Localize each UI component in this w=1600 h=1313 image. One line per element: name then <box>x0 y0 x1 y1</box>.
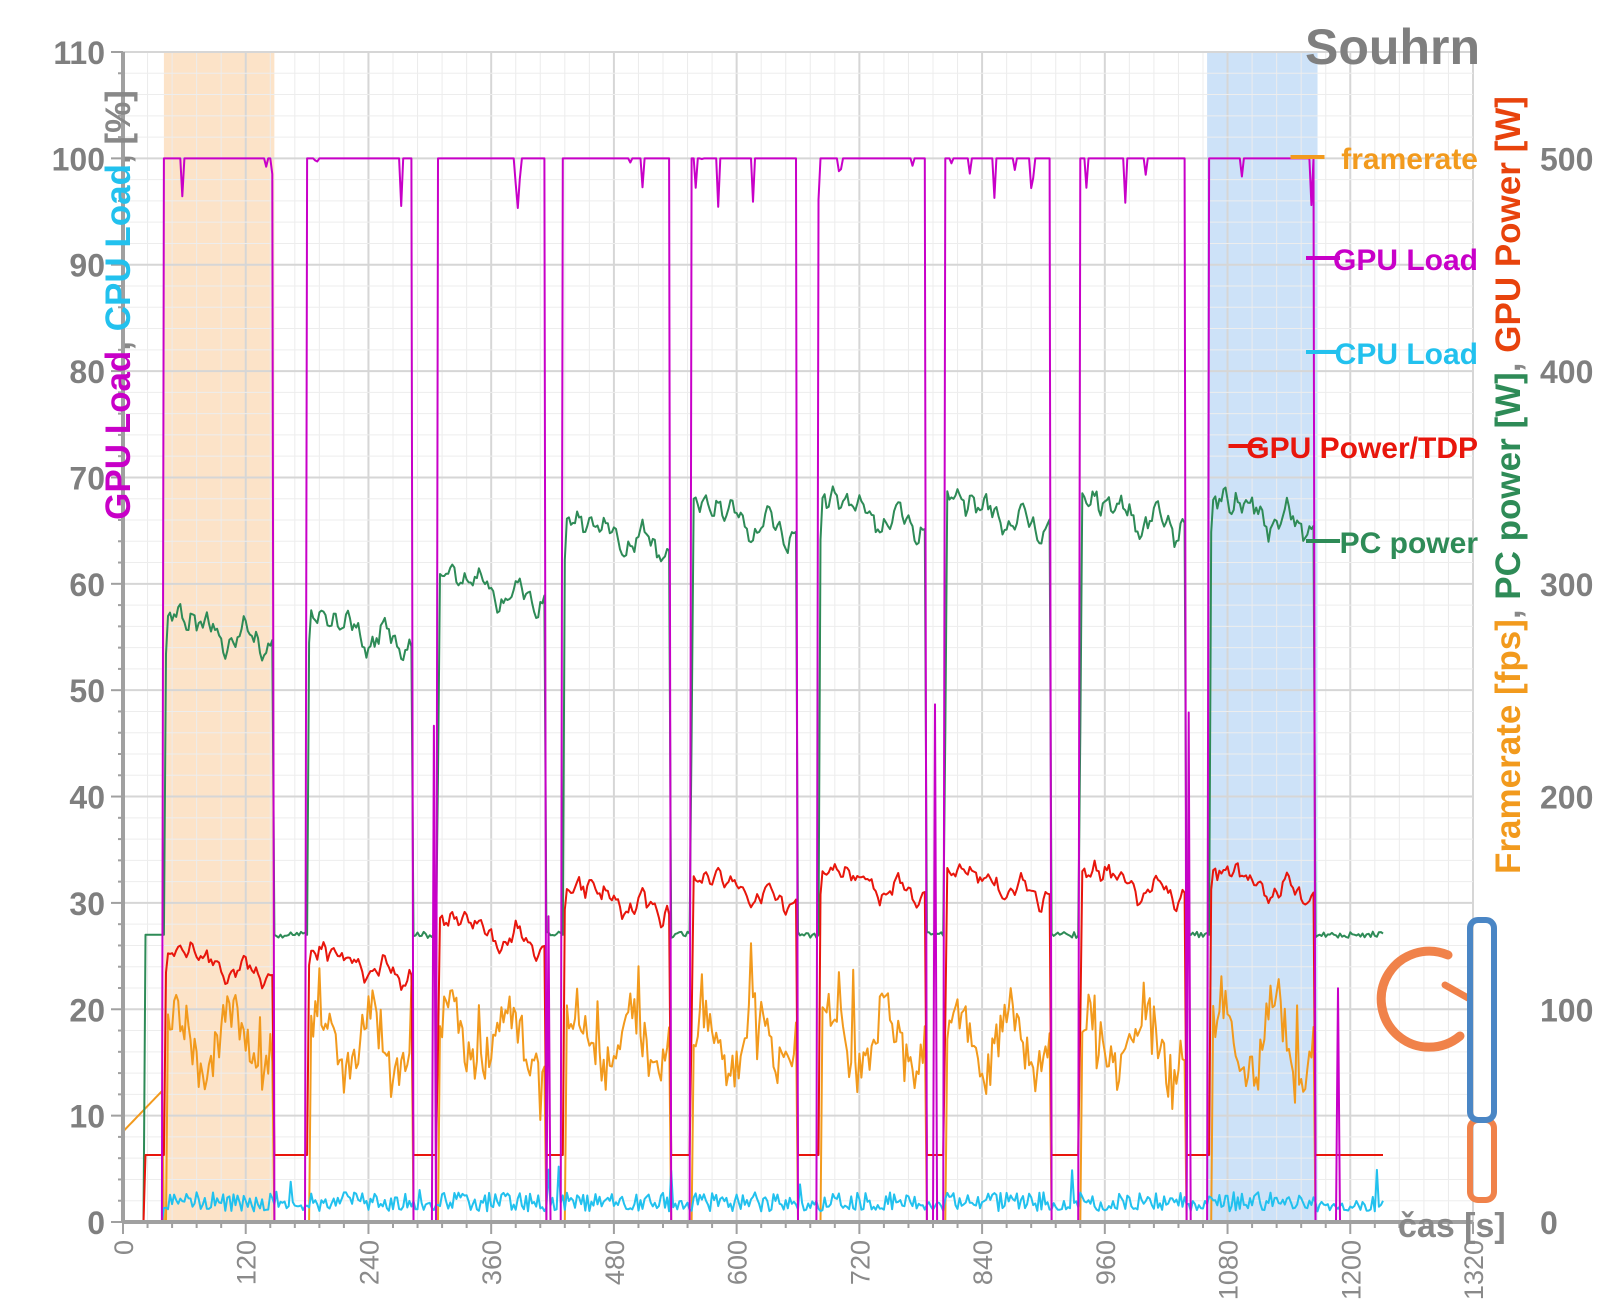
y-tick-label-left: 70 <box>69 460 105 496</box>
series-cpu-load <box>123 1165 1384 1223</box>
pctuning-logo <box>1376 917 1497 1203</box>
y-tick-label-left: 20 <box>69 992 105 1028</box>
y-tick-label-left: 80 <box>69 354 105 390</box>
series-framerate <box>122 942 1383 1223</box>
x-tick-label: 120 <box>232 1240 262 1285</box>
x-tick-label: 960 <box>1091 1240 1121 1285</box>
ylabel-left-part-2: , <box>99 331 138 350</box>
x-tick-label: 0 <box>109 1240 139 1255</box>
y-tick-label-left: 40 <box>69 780 105 816</box>
legend: framerate GPU Load CPU Load GPU Power/TDP PC… <box>1228 143 1479 560</box>
x-tick-label: 720 <box>845 1240 875 1285</box>
y-tick-label-right: 100 <box>1540 992 1593 1028</box>
ylabel-left-part-1: GPU Load <box>99 351 138 520</box>
y-tick-label-left: 0 <box>87 1205 105 1241</box>
x-tick-label: 1200 <box>1336 1240 1366 1300</box>
chart-title: Souhrn <box>1305 19 1480 75</box>
ylabel-right-part-2: , <box>1489 600 1528 619</box>
y-axis-left-label: GPU Load, CPU Load, [%] <box>99 90 138 520</box>
y-tick-label-left: 90 <box>69 248 105 284</box>
ylabel-left-part-5: [%] <box>99 90 138 144</box>
axes <box>111 51 1474 1234</box>
y-tick-label-left: 30 <box>69 886 105 922</box>
y-tick-label-right: 300 <box>1540 567 1593 603</box>
tick-labels: 0 10 20 30 40 50 60 70 80 90 100 110 0 100 200 300 400 50… <box>52 35 1594 1300</box>
y-tick-label-left: 10 <box>69 1099 105 1135</box>
legend-label-4: GPU Power/TDP <box>1246 432 1478 465</box>
x-tick-label: 480 <box>600 1240 630 1285</box>
logo-tuning-mark <box>1467 917 1497 1123</box>
series-group <box>122 157 1384 1223</box>
legend-label-1: framerate <box>1341 143 1478 176</box>
ylabel-left-part-4: , <box>99 145 138 164</box>
x-tick-label: 1320 <box>1459 1240 1489 1300</box>
x-axis-label: čas [s] <box>1398 1207 1506 1245</box>
stopwatch-hand <box>1441 981 1472 1002</box>
y-tick-label-left: 50 <box>69 673 105 709</box>
y-tick-label-left: 60 <box>69 567 105 603</box>
y-tick-label-right: 0 <box>1540 1205 1558 1241</box>
x-tick-label: 240 <box>354 1240 384 1285</box>
highlight-band-2 <box>1207 52 1318 1222</box>
y-tick-label-right: 200 <box>1540 780 1593 816</box>
y-tick-label-left: 100 <box>52 141 105 177</box>
x-tick-label: 1080 <box>1214 1240 1244 1300</box>
x-tick-label: 600 <box>723 1240 753 1285</box>
legend-label-3: CPU Load <box>1335 338 1478 371</box>
ylabel-left-text: GPU Load, CPU Load, [%] <box>99 90 138 520</box>
y-tick-label-right: 500 <box>1540 141 1593 177</box>
x-tick-label: 360 <box>477 1240 507 1285</box>
series-pc-power <box>123 485 1384 1223</box>
stopwatch-arc <box>1376 946 1465 1052</box>
ylabel-right-part-4: , <box>1489 353 1528 372</box>
legend-label-5: PC power <box>1340 527 1479 560</box>
y-axis-right-label: Framerate [fps], PC power [W], GPU Power… <box>1489 96 1528 874</box>
ylabel-right-part-5: GPU Power [W] <box>1489 96 1528 353</box>
ylabel-left-part-3: CPU Load <box>99 164 138 331</box>
y-tick-label-right: 400 <box>1540 354 1593 390</box>
ylabel-right-part-1: Framerate [fps] <box>1489 619 1528 874</box>
x-tick-label: 840 <box>968 1240 998 1285</box>
series-gpu-load <box>123 157 1383 1223</box>
y-tick-label-left: 110 <box>53 35 105 71</box>
series-gpu-power <box>123 859 1383 1223</box>
legend-label-2: GPU Load <box>1333 244 1478 277</box>
ylabel-right-part-3: PC power [W] <box>1489 372 1528 599</box>
ylabel-right-text: Framerate [fps], PC power [W], GPU Power… <box>1489 96 1528 874</box>
